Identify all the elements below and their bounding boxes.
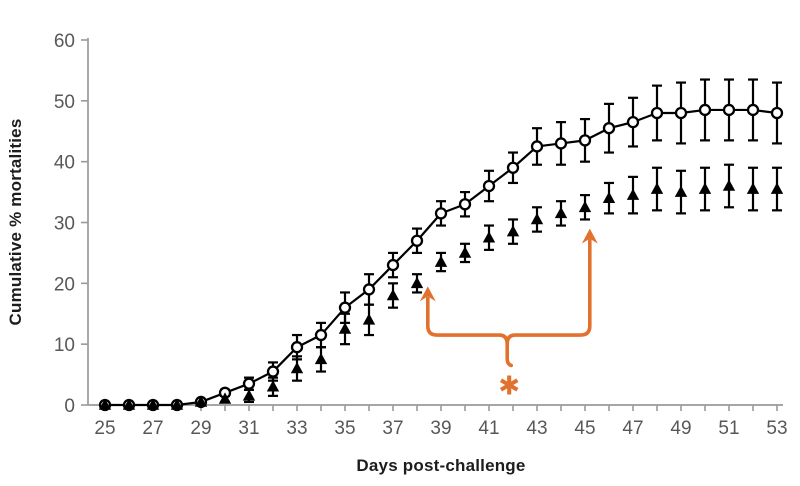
x-tick-label: 37 <box>382 418 403 439</box>
significance-bracket: ✱ <box>419 228 598 401</box>
x-tick-label: 45 <box>574 418 595 439</box>
y-tick-label: 20 <box>54 274 75 295</box>
x-tick-label: 29 <box>190 418 211 439</box>
x-tick-label: 33 <box>286 418 307 439</box>
x-tick-label: 47 <box>622 418 643 439</box>
left-arrowhead-icon <box>419 286 436 302</box>
series-markers-filled-triangle <box>98 179 784 410</box>
y-axis-ticks <box>81 39 88 406</box>
x-tick-label: 27 <box>142 418 163 439</box>
y-tick-label: 30 <box>54 214 75 235</box>
y-axis-tick-labels: 0 10 20 30 40 50 60 <box>54 31 75 417</box>
significance-asterisk: ✱ <box>498 371 520 401</box>
error-bars-open-circle <box>220 78 782 397</box>
x-tick-label: 43 <box>526 418 547 439</box>
y-tick-label: 10 <box>54 335 75 356</box>
x-tick-label: 41 <box>478 418 499 439</box>
axes <box>87 38 783 406</box>
x-tick-label: 31 <box>238 418 259 439</box>
x-axis-tick-labels: 25 27 29 31 33 35 37 39 41 43 45 47 49 51 53 <box>94 418 787 439</box>
y-tick-label: 40 <box>54 153 75 174</box>
x-tick-label: 25 <box>94 418 115 439</box>
bracket-path <box>426 238 592 368</box>
x-tick-label: 39 <box>430 418 451 439</box>
x-tick-label: 35 <box>334 418 355 439</box>
x-tick-label: 49 <box>670 418 691 439</box>
x-tick-label: 53 <box>766 418 787 439</box>
y-tick-label: 60 <box>54 31 75 52</box>
y-tick-label: 0 <box>64 396 75 417</box>
error-bars-filled-triangle <box>220 163 782 404</box>
x-tick-label: 51 <box>718 418 739 439</box>
y-tick-label: 50 <box>54 92 75 113</box>
x-axis-title: Days post-challenge <box>356 456 526 475</box>
y-axis-title: Cumulative % mortalities <box>6 118 25 326</box>
right-arrowhead-icon <box>581 228 598 244</box>
